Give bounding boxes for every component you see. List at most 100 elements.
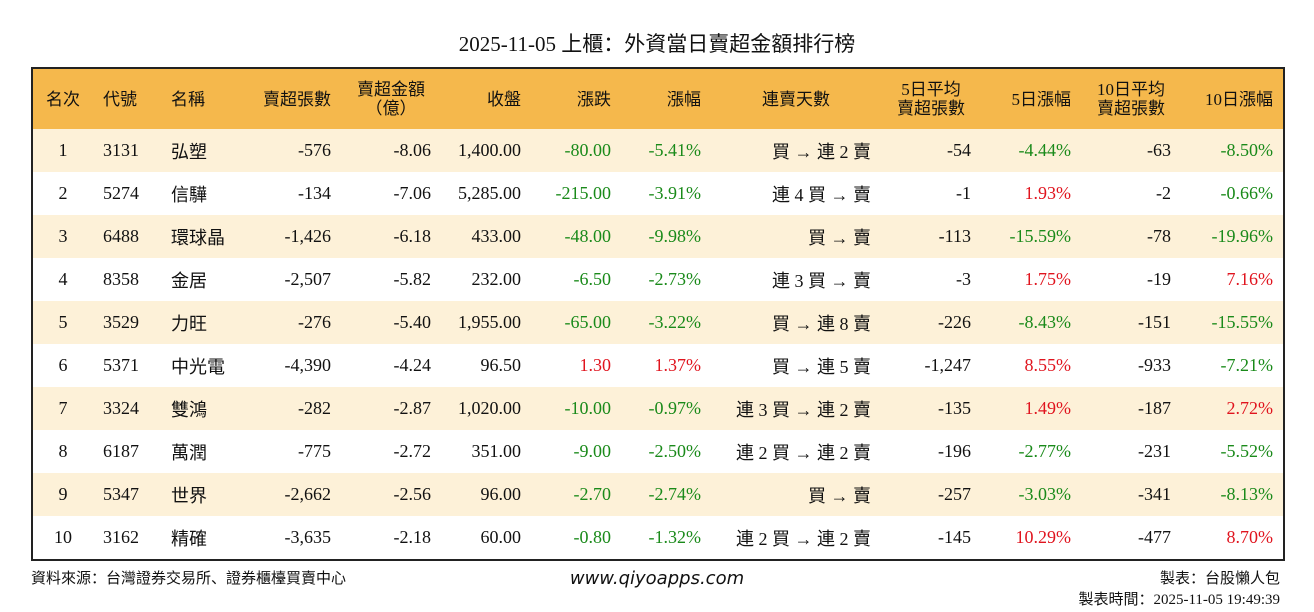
header-line: 漲幅 <box>667 89 701 109</box>
header-cell: 漲跌 <box>531 68 621 129</box>
header-line: 10日平均 <box>1097 80 1165 99</box>
cell: -4.44% <box>981 129 1081 172</box>
cell: -775 <box>298 441 331 461</box>
row: 6 5371 中光電 -4,390 -4.24 96.50 1.30 1.37% 買 → 連 5… <box>32 344 1284 387</box>
header-cell: 賣超張數 <box>241 68 341 129</box>
cell: 5,285.00 <box>458 183 521 203</box>
cell: -215.00 <box>555 183 612 203</box>
cell: 8 <box>58 441 68 461</box>
cell: 2 <box>58 183 68 203</box>
cell: -19 <box>1147 269 1171 289</box>
cell: 買 → 連 2 賣 <box>711 129 881 172</box>
cell: -2 <box>1156 183 1171 203</box>
cell: -2.73% <box>648 269 702 289</box>
cell: -1 <box>956 183 971 203</box>
cell: 連 3 買 → 連 2 賣 <box>711 387 881 430</box>
cell: -2.50% <box>648 441 702 461</box>
header-line: 5日平均 <box>901 80 961 99</box>
cell: -8.13% <box>1181 473 1284 516</box>
cell: 6 <box>58 355 68 375</box>
header-line: 收盤 <box>487 89 521 109</box>
cell: 3529 <box>93 301 161 344</box>
cell: 7.16% <box>1226 269 1274 289</box>
header-line: 漲跌 <box>577 89 611 109</box>
header-cell: 連賣天數 <box>711 68 881 129</box>
cell: -2,662 <box>241 473 341 516</box>
cell: 3162 <box>103 527 139 547</box>
cell: -3.03% <box>981 473 1081 516</box>
cell: -226 <box>881 301 981 344</box>
cell: -282 <box>241 387 341 430</box>
cell: 信驊 <box>171 184 207 205</box>
header-cell: 漲幅 <box>621 68 711 129</box>
cell: -0.97% <box>621 387 711 430</box>
title: 2025-11-05 上櫃：外資當日賣超金額排行榜 <box>458 32 856 56</box>
cell: -80.00 <box>531 129 621 172</box>
cell: 1,020.00 <box>441 387 531 430</box>
header-line: 名稱 <box>171 89 205 109</box>
cell: -2,507 <box>284 269 332 289</box>
cell: 5347 <box>93 473 161 516</box>
cell: -1.32% <box>648 527 702 547</box>
cell: -196 <box>938 441 971 461</box>
cell: -2.56 <box>341 473 441 516</box>
cell: -7.06 <box>393 183 432 203</box>
cell: -2.87 <box>341 387 441 430</box>
cell: 3324 <box>93 387 161 430</box>
cell: 6187 <box>103 441 139 461</box>
cell: 1.37% <box>654 355 702 375</box>
cell: -5.52% <box>1220 441 1274 461</box>
cell: -7.21% <box>1220 355 1274 375</box>
cell: -113 <box>881 215 981 258</box>
cell: 中光電 <box>171 356 225 377</box>
cell: -8.50% <box>1181 129 1284 172</box>
cell: 萬潤 <box>171 442 207 463</box>
row: 3 6488 環球晶 -1,426 -6.18 433.00 -48.00 -9.98% 買 →… <box>32 215 1284 258</box>
cell: -9.98% <box>621 215 711 258</box>
cell: -187 <box>1081 387 1181 430</box>
cell: 1.30 <box>579 355 612 375</box>
header-line: 連賣天數 <box>762 89 830 109</box>
header-cell: 名稱 <box>161 68 241 129</box>
cell: -63 <box>1081 129 1181 172</box>
header-line: 10日漲幅 <box>1205 89 1273 109</box>
cell: -135 <box>881 387 981 430</box>
cell: 雙鴻 <box>161 387 241 430</box>
cell: 1.75% <box>1024 269 1072 289</box>
cell: 8.55% <box>1024 355 1072 375</box>
maker: 製表：台股懶人包 <box>1159 571 1280 587</box>
cell: -6.18 <box>341 215 441 258</box>
header-cell: 10日平均 賣超張數 <box>1081 68 1181 129</box>
row: 8 6187 萬潤 -775 -2.72 351.00 -9.00 -2.50% 連 2 買 →… <box>32 430 1284 473</box>
cell: -54 <box>881 129 981 172</box>
cell: -145 <box>938 527 971 547</box>
header-line: 5日漲幅 <box>1011 89 1072 109</box>
header-line: 賣超張數 <box>1097 99 1165 118</box>
site: www.qiyoapps.com <box>569 568 745 589</box>
cell: 連 2 買 → 連 2 賣 <box>736 442 871 463</box>
header-line: 賣超張數 <box>263 89 331 109</box>
cell: -5.40 <box>341 301 441 344</box>
cell: -5.82 <box>393 269 432 289</box>
cell: -5.41% <box>621 129 711 172</box>
cell: 96.50 <box>480 355 522 375</box>
cell: 買 → 連 5 賣 <box>772 356 871 377</box>
cell: 1.49% <box>981 387 1081 430</box>
cell: 力旺 <box>161 301 241 344</box>
cell: 弘塑 <box>161 129 241 172</box>
header-line: （億） <box>365 99 417 118</box>
cell: -0.66% <box>1220 183 1274 203</box>
row: 2 5274 信驊 -134 -7.06 5,285.00 -215.00 -3.91% 連 4… <box>32 172 1284 215</box>
header-line: 代號 <box>103 89 137 109</box>
row: 1 3131 弘塑 -576 -8.06 1,400.00 -80.00 -5.41% 買 → … <box>32 129 1284 172</box>
cell: 連 2 買 → 連 2 賣 <box>736 528 871 549</box>
header-line: 賣超金額 <box>357 80 425 99</box>
cell: 60.00 <box>480 527 522 547</box>
row: 5 3529 力旺 -276 -5.40 1,955.00 -65.00 -3.22% 買 → … <box>32 301 1284 344</box>
cell: -276 <box>241 301 341 344</box>
cell: -2.70 <box>531 473 621 516</box>
cell: 1.93% <box>1024 183 1072 203</box>
source: 資料來源：台灣證券交易所、證券櫃檯買賣中心 <box>31 571 347 587</box>
cell: -231 <box>1138 441 1171 461</box>
time: 製表時間：2025-11-05 19:49:39 <box>1078 592 1280 608</box>
